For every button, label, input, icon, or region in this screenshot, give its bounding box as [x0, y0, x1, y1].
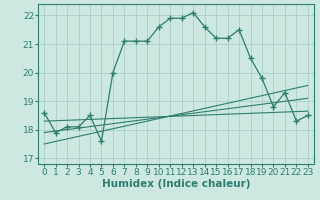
X-axis label: Humidex (Indice chaleur): Humidex (Indice chaleur): [102, 179, 250, 189]
